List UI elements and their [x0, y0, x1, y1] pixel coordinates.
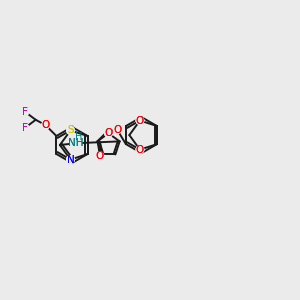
Text: H: H — [75, 132, 83, 142]
Text: O: O — [113, 125, 121, 135]
Circle shape — [20, 123, 29, 132]
Text: O: O — [136, 145, 144, 154]
Circle shape — [70, 137, 82, 149]
Text: O: O — [113, 125, 121, 135]
Circle shape — [135, 145, 144, 154]
Circle shape — [41, 121, 50, 130]
Text: O: O — [136, 116, 144, 125]
Circle shape — [135, 145, 144, 154]
Text: O: O — [96, 151, 104, 161]
Text: O: O — [136, 145, 144, 154]
Circle shape — [20, 107, 29, 116]
Circle shape — [135, 116, 144, 125]
Text: O: O — [136, 116, 144, 125]
Circle shape — [41, 121, 50, 130]
Text: F: F — [22, 123, 28, 133]
Text: N: N — [67, 154, 74, 165]
Text: F: F — [22, 123, 28, 133]
Circle shape — [20, 107, 29, 116]
Circle shape — [66, 155, 75, 164]
Circle shape — [113, 125, 122, 134]
Text: O: O — [104, 128, 112, 138]
Text: O: O — [41, 120, 50, 130]
Text: NH: NH — [68, 138, 84, 148]
Circle shape — [20, 123, 29, 132]
Circle shape — [66, 126, 75, 135]
Circle shape — [66, 126, 75, 135]
Text: F: F — [22, 107, 28, 117]
Text: F: F — [22, 107, 28, 117]
Text: NH: NH — [68, 138, 84, 148]
Text: N: N — [67, 154, 74, 165]
Circle shape — [95, 151, 104, 160]
Circle shape — [104, 129, 113, 138]
Circle shape — [113, 125, 122, 134]
Circle shape — [104, 129, 113, 138]
Circle shape — [70, 137, 82, 149]
Text: O: O — [104, 128, 112, 138]
Text: O: O — [41, 120, 50, 130]
Text: S: S — [67, 125, 74, 135]
Circle shape — [66, 155, 75, 164]
Circle shape — [135, 116, 144, 125]
Text: O: O — [96, 151, 104, 161]
Circle shape — [95, 151, 104, 160]
Text: S: S — [67, 125, 74, 135]
